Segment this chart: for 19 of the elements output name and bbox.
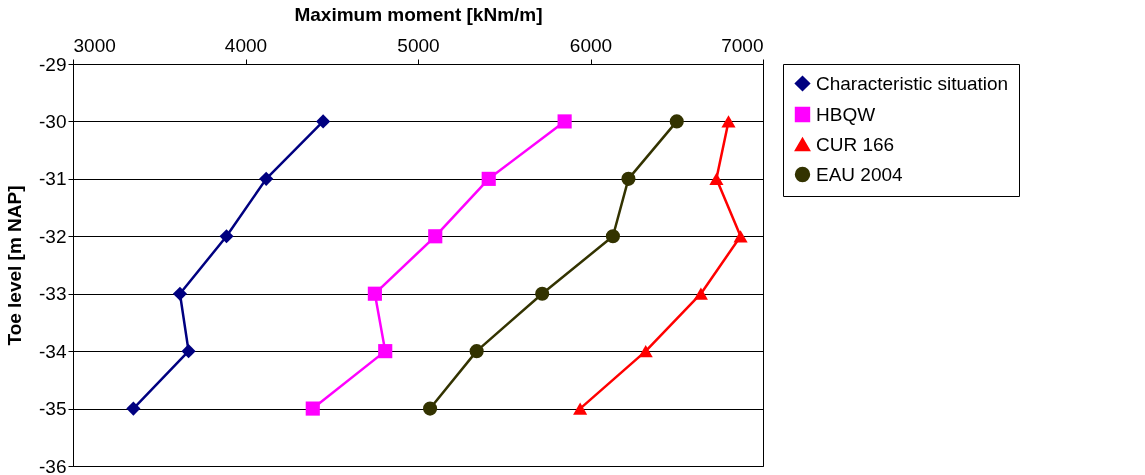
y-tick-label: -32 — [39, 225, 67, 247]
legend-label: CUR 166 — [816, 133, 895, 155]
legend-label: HBQW — [816, 103, 876, 125]
legend-label: Characteristic situation — [816, 72, 1009, 94]
x-axis-title: Maximum moment [kNm/m] — [294, 3, 543, 25]
y-axis-title: Toe level [m NAP] — [4, 185, 26, 346]
y-tick-label: -30 — [39, 110, 67, 132]
x-tick-label: 7000 — [721, 34, 764, 56]
y-tick-label: -34 — [39, 340, 67, 362]
legend-label: EAU 2004 — [816, 163, 904, 185]
x-tick-label: 4000 — [224, 34, 268, 56]
y-tick-label: -33 — [39, 283, 67, 305]
y-tick-label: -35 — [39, 398, 67, 420]
x-tick-label: 5000 — [397, 34, 440, 56]
x-tick-label: 6000 — [569, 34, 613, 56]
y-tick-label: -31 — [39, 168, 67, 190]
y-tick-label: -36 — [39, 455, 67, 475]
x-tick-label: 3000 — [73, 34, 116, 56]
y-tick-label: -29 — [39, 53, 67, 75]
